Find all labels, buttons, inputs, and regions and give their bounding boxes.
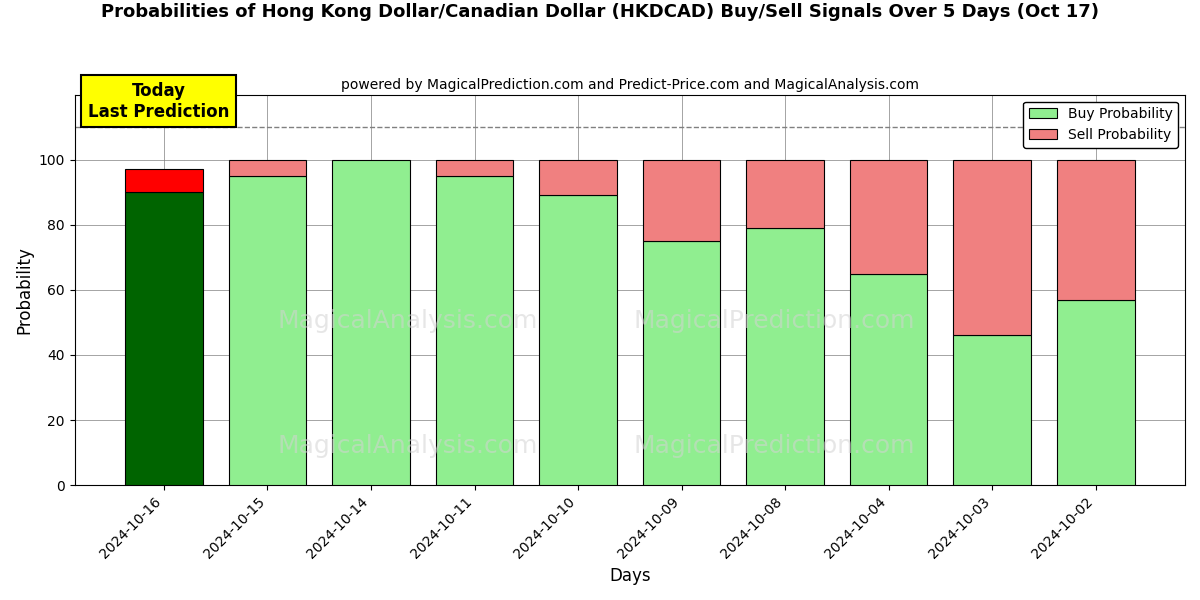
Legend: Buy Probability, Sell Probability: Buy Probability, Sell Probability [1024,101,1178,148]
Text: MagicalAnalysis.com: MagicalAnalysis.com [277,434,538,458]
Bar [746,160,824,228]
Bar [1057,160,1134,299]
Bar [436,160,514,176]
Bar [953,335,1031,485]
Y-axis label: Probability: Probability [16,246,34,334]
Title: powered by MagicalPrediction.com and Predict-Price.com and MagicalAnalysis.com: powered by MagicalPrediction.com and Pre… [341,78,919,92]
Text: MagicalAnalysis.com: MagicalAnalysis.com [277,309,538,333]
Bar [643,241,720,485]
Bar [850,274,928,485]
Bar [229,176,306,485]
Bar [1057,299,1134,485]
Text: MagicalPrediction.com: MagicalPrediction.com [634,434,914,458]
Text: Today
Last Prediction: Today Last Prediction [88,82,229,121]
Bar [539,160,617,196]
Bar [539,196,617,485]
Text: Probabilities of Hong Kong Dollar/Canadian Dollar (HKDCAD) Buy/Sell Signals Over: Probabilities of Hong Kong Dollar/Canadi… [101,3,1099,21]
Bar [125,169,203,192]
Bar [953,160,1031,335]
Bar [746,228,824,485]
Bar [850,160,928,274]
Bar [436,176,514,485]
Bar [125,192,203,485]
Bar [229,160,306,176]
X-axis label: Days: Days [610,567,650,585]
Bar [332,160,410,485]
Text: MagicalPrediction.com: MagicalPrediction.com [634,309,914,333]
Bar [643,160,720,241]
